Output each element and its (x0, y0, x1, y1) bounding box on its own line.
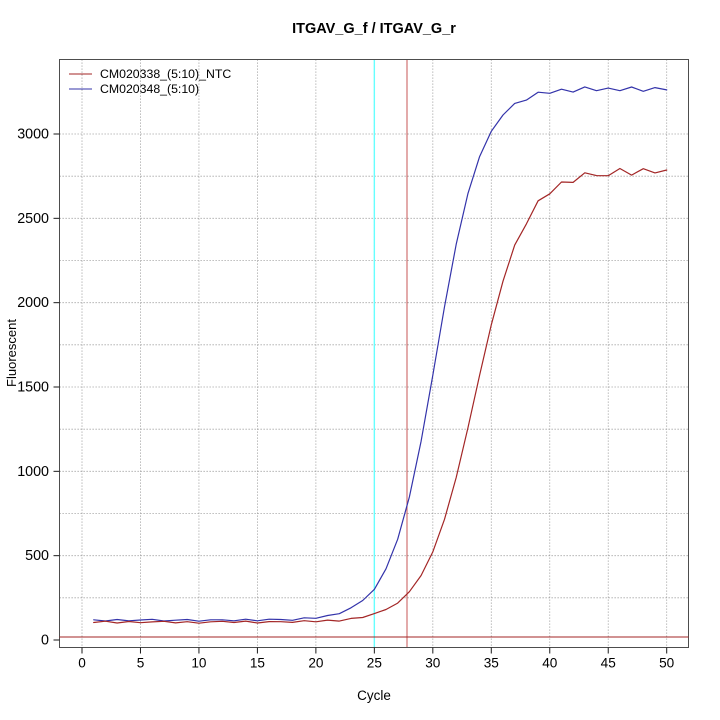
svg-text:5: 5 (137, 656, 145, 671)
svg-text:10: 10 (191, 656, 207, 671)
svg-text:500: 500 (25, 548, 49, 564)
svg-text:Fluorescent: Fluorescent (4, 319, 19, 387)
svg-text:1000: 1000 (17, 464, 49, 480)
svg-text:35: 35 (484, 656, 499, 671)
svg-text:Cycle: Cycle (357, 688, 391, 703)
svg-text:30: 30 (425, 656, 441, 671)
svg-text:15: 15 (250, 656, 265, 671)
svg-text:CM020338_(5:10)_NTC: CM020338_(5:10)_NTC (100, 67, 231, 81)
svg-text:0: 0 (41, 633, 49, 649)
svg-text:0: 0 (78, 656, 86, 671)
svg-text:3000: 3000 (17, 127, 49, 143)
svg-text:1500: 1500 (17, 380, 49, 396)
svg-text:40: 40 (542, 656, 558, 671)
svg-text:45: 45 (601, 656, 616, 671)
svg-text:25: 25 (367, 656, 382, 671)
svg-text:CM020348_(5:10): CM020348_(5:10) (100, 82, 199, 96)
svg-text:50: 50 (659, 656, 675, 671)
svg-text:ITGAV_G_f / ITGAV_G_r: ITGAV_G_f / ITGAV_G_r (292, 21, 456, 37)
svg-text:20: 20 (308, 656, 324, 671)
svg-text:2500: 2500 (17, 211, 49, 227)
svg-text:2000: 2000 (17, 295, 49, 311)
